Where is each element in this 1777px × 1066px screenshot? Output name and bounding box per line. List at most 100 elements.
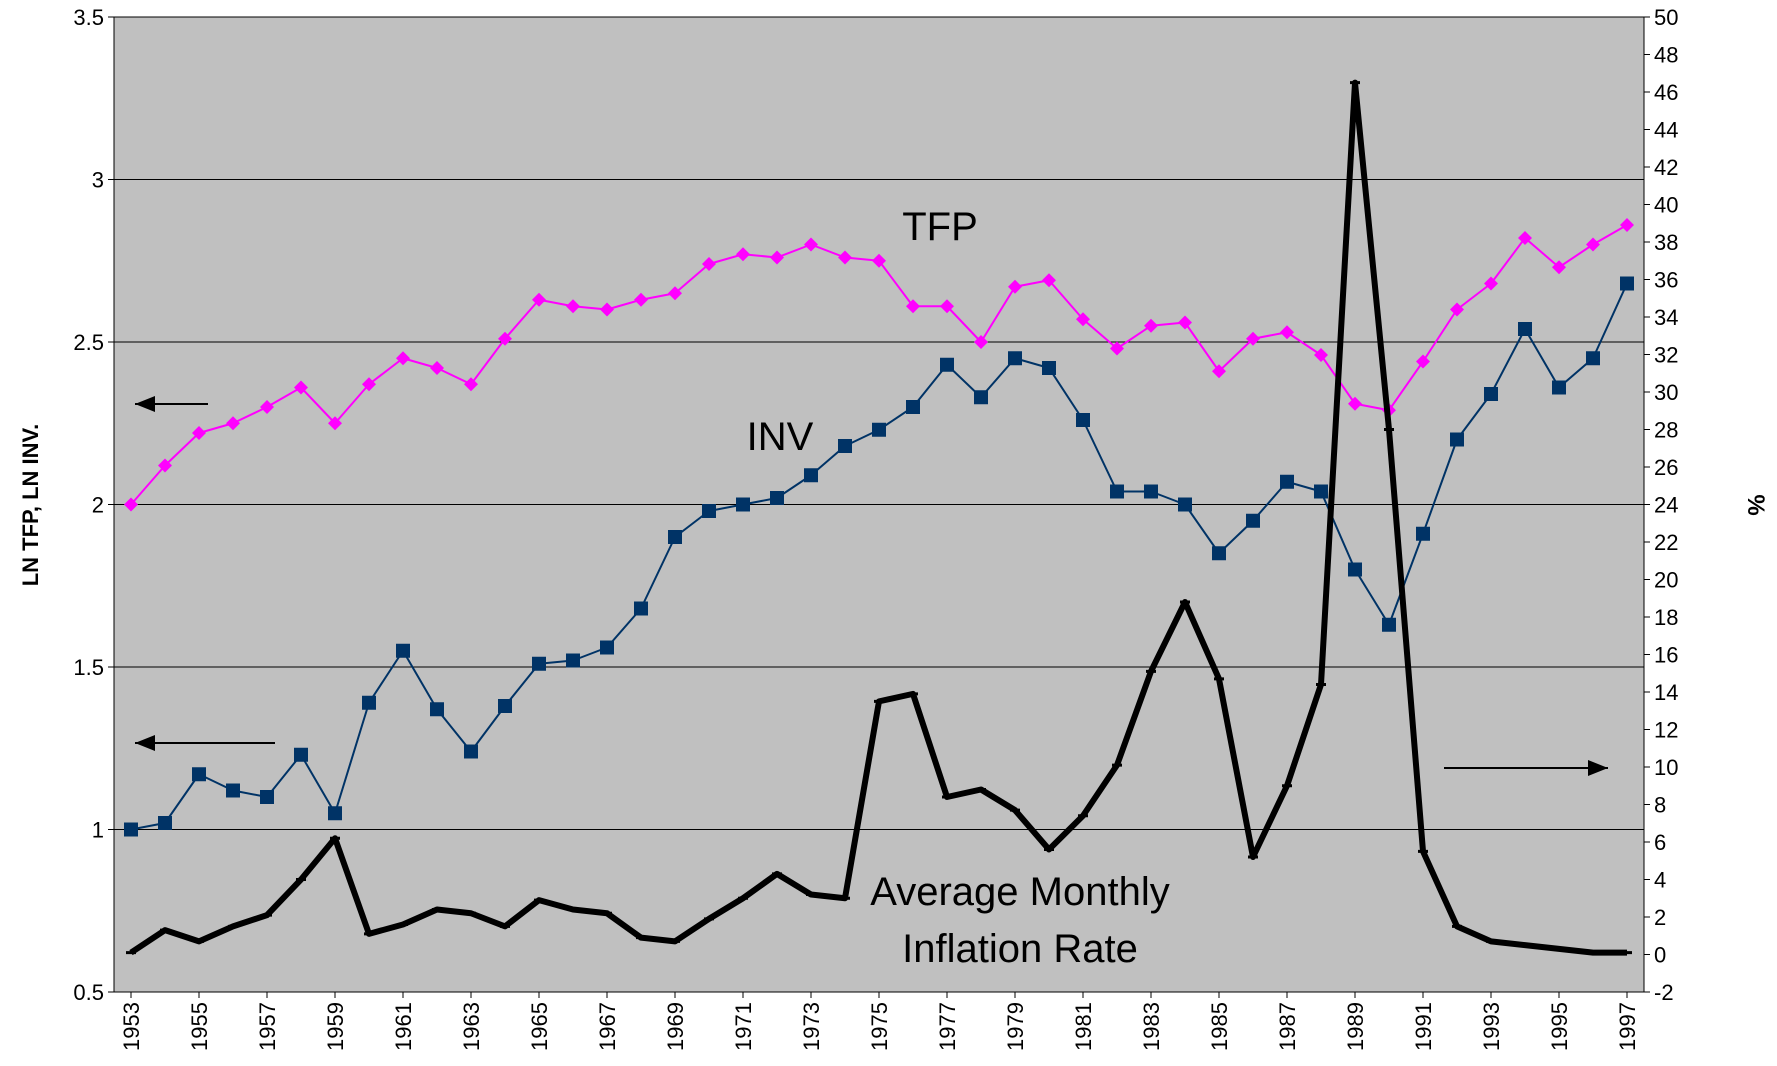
x-tick-label: 1973 (799, 1002, 824, 1051)
point (430, 361, 444, 375)
point (1076, 312, 1090, 327)
y2-tick-label: 2 (1654, 905, 1666, 930)
point (770, 491, 784, 505)
point (430, 702, 444, 717)
point (1144, 484, 1158, 499)
point (736, 497, 750, 512)
point (600, 640, 614, 655)
point (1110, 484, 1124, 499)
point (260, 400, 274, 414)
y2-tick-label: 0 (1654, 943, 1666, 968)
x-tick-label: 1959 (323, 1002, 348, 1051)
x-tick-label: 1979 (1003, 1002, 1028, 1051)
y2-tick-label: 42 (1654, 155, 1678, 180)
point (226, 416, 240, 431)
point (1110, 341, 1124, 356)
x-tick-label: 1967 (595, 1002, 620, 1051)
point (634, 292, 648, 307)
point (702, 504, 716, 518)
x-tick-label: 1993 (1479, 1002, 1504, 1051)
point (1314, 484, 1328, 499)
point (804, 237, 818, 252)
point (1008, 279, 1022, 294)
y2-tick-label: 40 (1654, 193, 1678, 218)
point (1178, 315, 1192, 330)
y2-tick-label: 10 (1654, 755, 1678, 780)
point (1620, 276, 1634, 291)
x-tick-label: 1953 (119, 1002, 144, 1051)
point (226, 783, 240, 798)
point (940, 357, 954, 372)
point (1450, 432, 1464, 447)
y2-tick-label: 20 (1654, 568, 1678, 593)
y2-tick-label: 26 (1654, 455, 1678, 480)
point (1348, 562, 1362, 577)
point (498, 331, 512, 346)
point (838, 439, 852, 453)
point (566, 653, 580, 668)
point (1552, 260, 1566, 275)
y2-tick-label: 22 (1654, 530, 1678, 555)
y2-tick-label: 6 (1654, 830, 1666, 855)
point (1518, 231, 1532, 245)
x-tick-label: 1989 (1343, 1002, 1368, 1051)
annotation: Inflation Rate (902, 927, 1138, 971)
point (600, 302, 614, 317)
y2-tick-label: 30 (1654, 380, 1678, 405)
y2-tick-label: 50 (1654, 5, 1678, 30)
x-tick-label: 1997 (1615, 1002, 1640, 1051)
point (668, 530, 682, 544)
point (260, 790, 274, 804)
y2-tick-label: 38 (1654, 230, 1678, 255)
point (804, 468, 818, 483)
point (566, 299, 580, 314)
point (1042, 361, 1056, 375)
point (1280, 474, 1294, 489)
point (1620, 218, 1634, 232)
point (1382, 617, 1396, 632)
point (1178, 497, 1192, 512)
x-tick-label: 1983 (1139, 1002, 1164, 1051)
x-tick-label: 1977 (935, 1002, 960, 1051)
point (362, 377, 376, 392)
point (328, 806, 342, 821)
point (362, 695, 376, 710)
arrow-head (135, 396, 155, 412)
point (1416, 526, 1430, 541)
x-tick-label: 1955 (187, 1002, 212, 1051)
point (872, 422, 886, 437)
point (1586, 237, 1600, 252)
x-tick-label: 1987 (1275, 1002, 1300, 1051)
y-tick-label: 1.5 (73, 655, 104, 680)
point (294, 747, 308, 762)
y-tick-label: 3.5 (73, 5, 104, 30)
point (1076, 413, 1090, 427)
y2-axis-label: % (1742, 494, 1769, 515)
point (1314, 348, 1328, 362)
point (1008, 351, 1022, 366)
y2-tick-label: 12 (1654, 718, 1678, 743)
point (974, 335, 988, 349)
y2-tick-label: 32 (1654, 343, 1678, 368)
point (702, 257, 716, 271)
annotation: INV (747, 415, 814, 459)
x-tick-label: 1963 (459, 1002, 484, 1051)
arrow-head (135, 735, 155, 751)
point (668, 286, 682, 301)
y2-tick-label: 16 (1654, 643, 1678, 668)
y2-tick-label: 48 (1654, 43, 1678, 68)
point (838, 250, 852, 265)
x-tick-label: 1981 (1071, 1002, 1096, 1051)
point (1212, 546, 1226, 561)
x-tick-label: 1957 (255, 1002, 280, 1051)
point (940, 299, 954, 314)
point (1348, 396, 1362, 411)
y2-tick-label: 34 (1654, 305, 1678, 330)
point (906, 299, 920, 314)
point (1280, 325, 1294, 340)
point (1484, 387, 1498, 401)
y2-tick-label: 8 (1654, 793, 1666, 818)
point (1586, 351, 1600, 366)
y2-tick-label: 28 (1654, 418, 1678, 443)
point (1246, 513, 1260, 528)
